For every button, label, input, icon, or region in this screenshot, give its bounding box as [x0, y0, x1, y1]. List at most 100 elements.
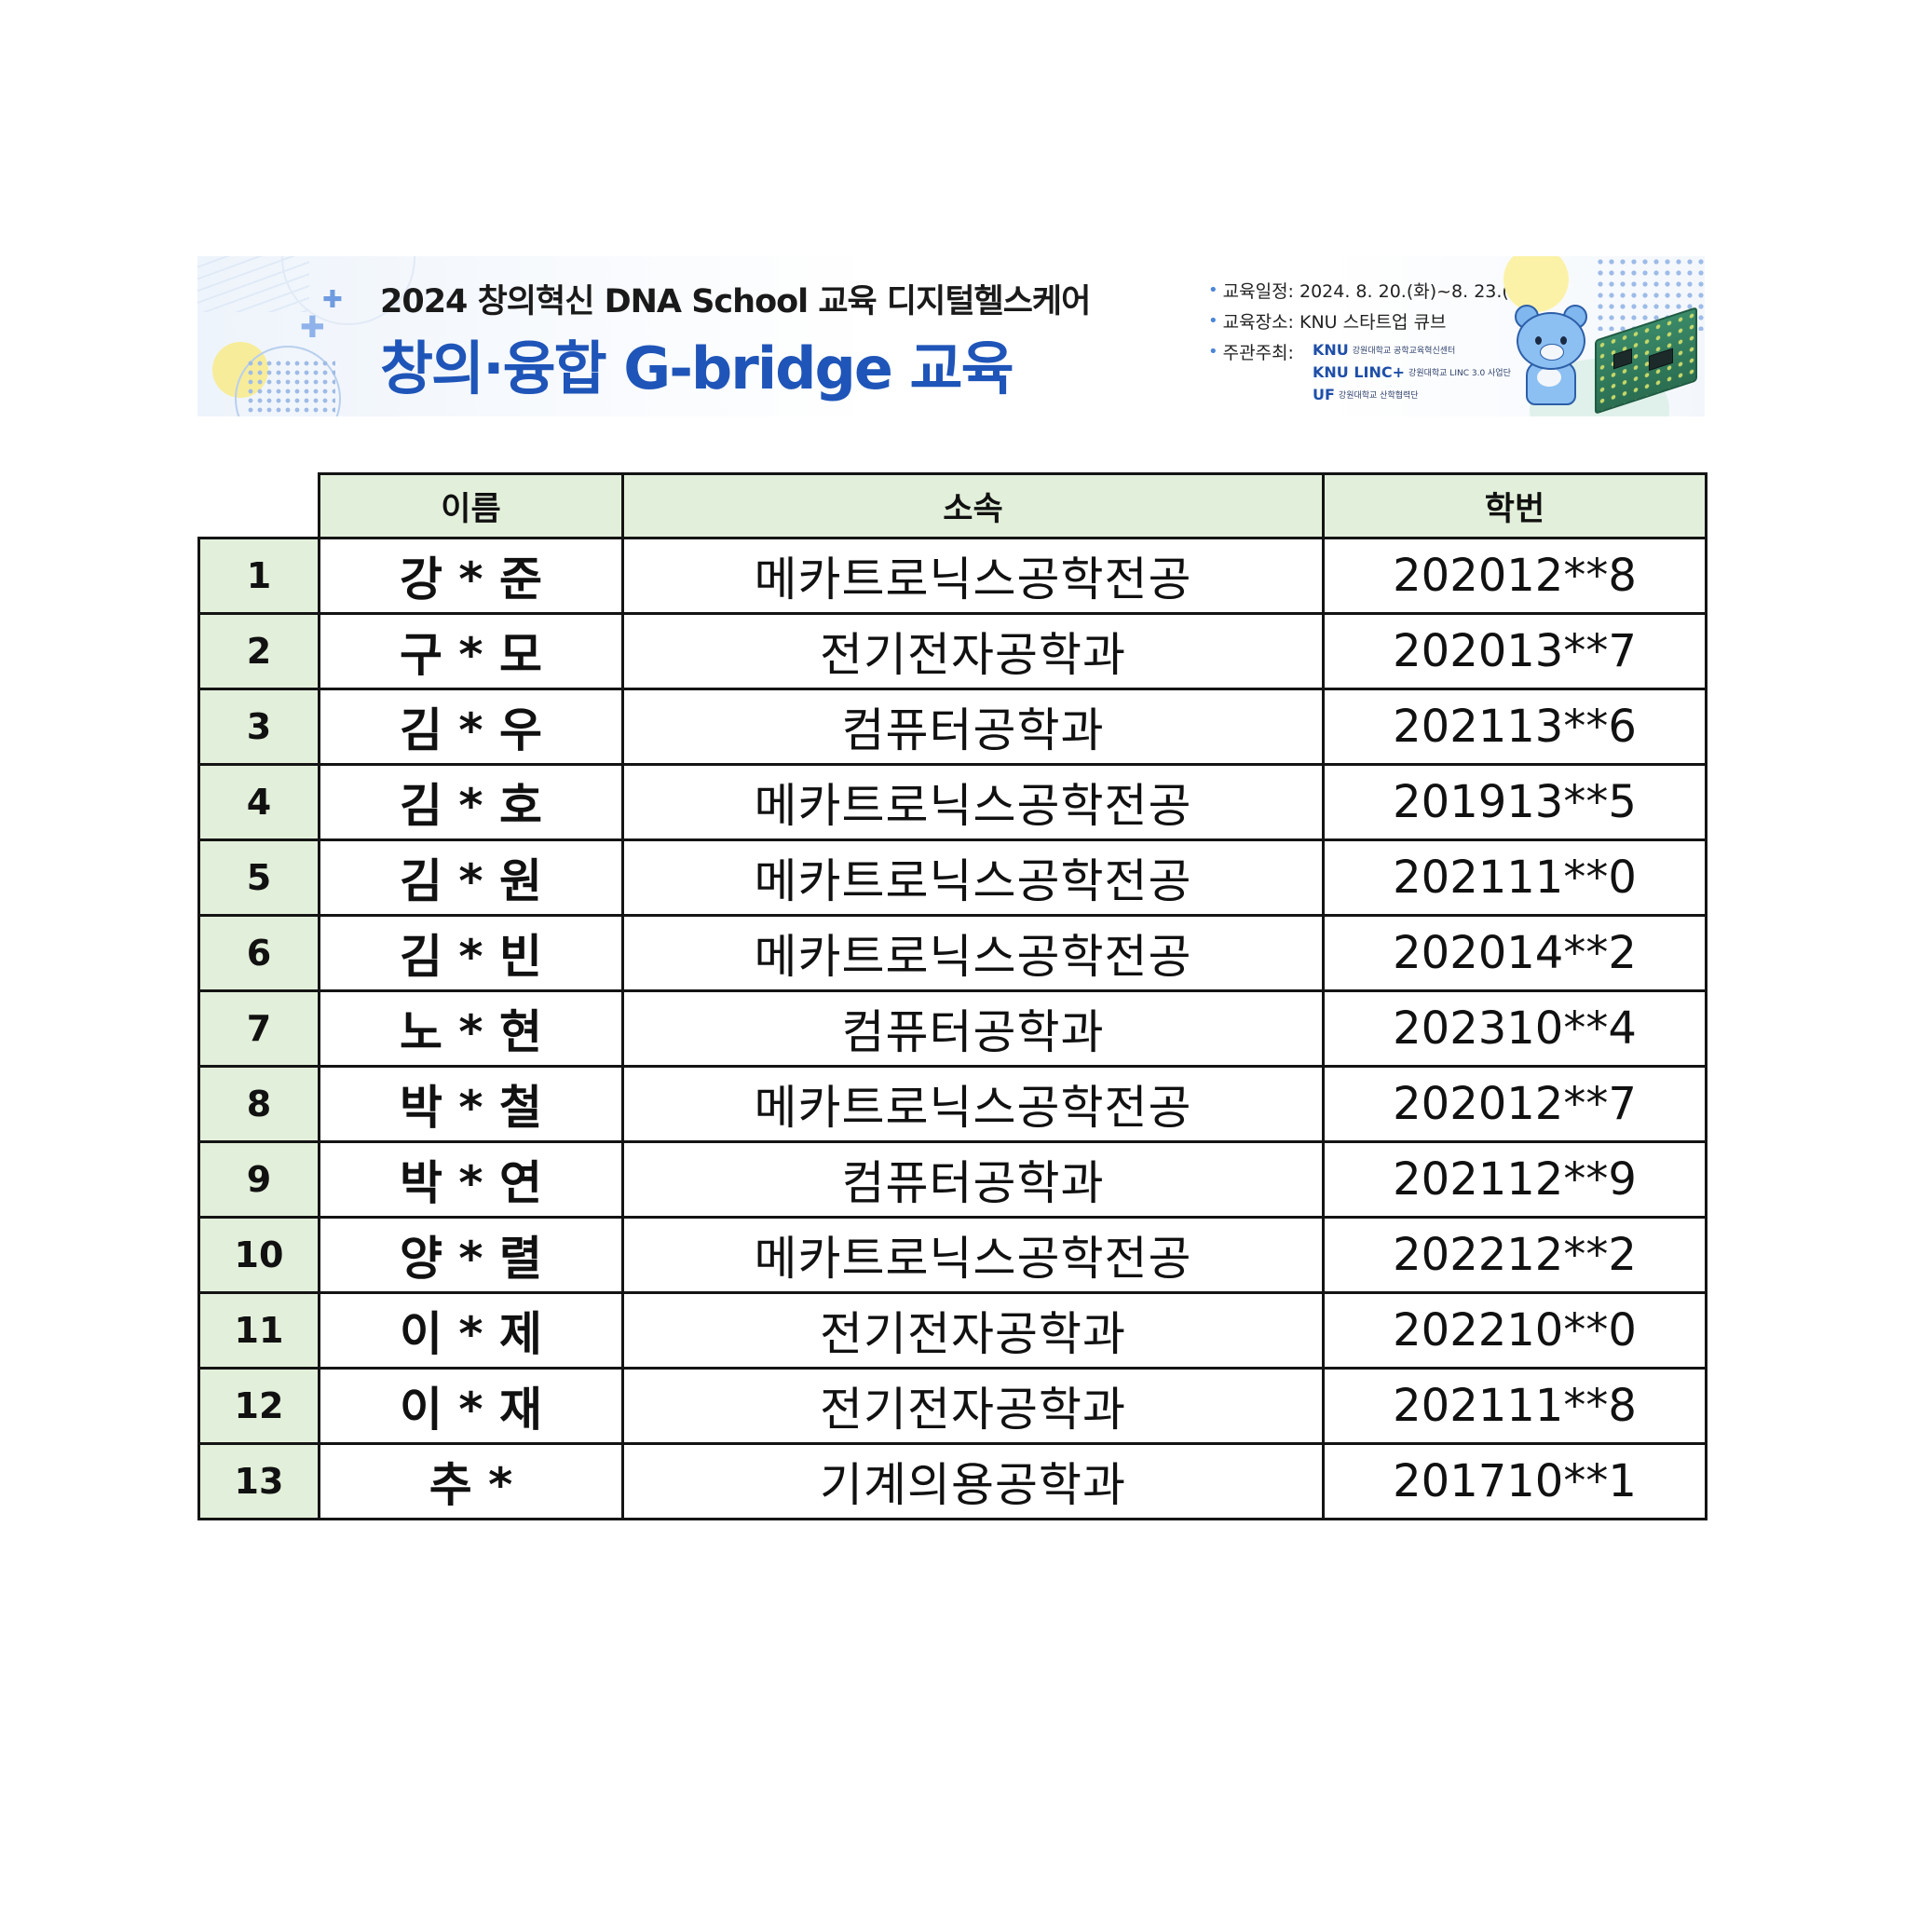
- info-value: 2024. 8. 20.(화)~8. 23.(금): [1299, 281, 1532, 302]
- header-blank-cell: [198, 473, 320, 539]
- row-number: 1: [197, 537, 320, 615]
- logo-mark: KNU: [1313, 340, 1349, 359]
- info-value: KNU 스타트업 큐브: [1299, 312, 1447, 333]
- participant-name: 노 * 현: [318, 989, 624, 1068]
- logo-text: 강원대학교 LINC 3.0 사업단: [1408, 368, 1511, 378]
- knu-engineering-logo: KNU 강원대학교 공학교육혁신센터: [1313, 338, 1511, 361]
- participant-affiliation: 메카트로닉스공학전공: [621, 1216, 1325, 1294]
- banner-subtitle: 2024 창의혁신 DNA School 교육 디지털헬스케어: [380, 283, 1091, 320]
- participant-name: 이 * 제: [318, 1291, 624, 1370]
- participant-student-id: 202012**8: [1322, 537, 1708, 615]
- event-banner: ✚ ✚ 2024 창의혁신 DNA School 교육 디지털헬스케어 창의·융…: [197, 256, 1705, 416]
- row-number: 6: [197, 914, 320, 992]
- participant-affiliation: 전기전자공학과: [621, 1291, 1325, 1370]
- info-label: 주관주최:: [1222, 343, 1294, 363]
- participant-affiliation: 메카트로닉스공학전공: [621, 838, 1325, 917]
- participant-affiliation: 메카트로닉스공학전공: [621, 1065, 1325, 1143]
- participant-student-id: 202014**2: [1322, 914, 1708, 992]
- table-row: 10 양 * 렬 메카트로닉스공학전공 202212**2: [197, 1216, 1708, 1294]
- row-number: 11: [197, 1291, 320, 1370]
- info-label: 교육장소:: [1222, 312, 1294, 333]
- participant-student-id: 202111**0: [1322, 838, 1708, 917]
- participant-name: 박 * 철: [318, 1065, 624, 1143]
- bear-snout: [1540, 344, 1564, 361]
- bullet-icon: •: [1208, 280, 1218, 300]
- bear-head: [1517, 312, 1585, 370]
- logo-text: 강원대학교 공학교육혁신센터: [1352, 346, 1456, 356]
- participant-name: 강 * 준: [318, 537, 624, 615]
- participant-name: 양 * 렬: [318, 1216, 624, 1294]
- participant-affiliation: 컴퓨터공학과: [621, 1140, 1325, 1219]
- row-number: 9: [197, 1140, 320, 1219]
- participant-name: 김 * 빈: [318, 914, 624, 992]
- chip-icon: [1649, 348, 1673, 372]
- participant-student-id: 201710**1: [1322, 1442, 1708, 1520]
- participant-affiliation: 컴퓨터공학과: [621, 688, 1325, 766]
- info-location: • 교육장소: KNU 스타트업 큐브: [1208, 306, 1532, 336]
- chip-icon: [1613, 348, 1632, 370]
- participant-affiliation: 기계의용공학과: [621, 1442, 1325, 1520]
- participant-name: 김 * 호: [318, 763, 624, 841]
- participant-student-id: 202013**7: [1322, 612, 1708, 690]
- logo-mark: UF: [1313, 385, 1335, 403]
- host-logos: KNU 강원대학교 공학교육혁신센터 KNU LINC+ 강원대학교 LINC …: [1313, 338, 1511, 405]
- dot-pattern: [246, 359, 335, 413]
- knu-industry-logo: UF 강원대학교 산학협력단: [1313, 383, 1511, 405]
- header-affiliation: 소속: [621, 472, 1325, 539]
- bear-mascot-icon: [1513, 305, 1587, 411]
- participant-affiliation: 전기전자공학과: [621, 612, 1325, 690]
- row-number: 13: [197, 1442, 320, 1520]
- participant-name: 구 * 모: [318, 612, 624, 690]
- table-header-row: 이름 소속 학번: [198, 472, 1708, 539]
- banner-title: 창의·융합 G-bridge 교육: [380, 334, 1014, 402]
- logo-text: 강원대학교 산학협력단: [1338, 390, 1419, 401]
- table-row: 11 이 * 제 전기전자공학과 202210**0: [197, 1291, 1708, 1370]
- participant-name: 김 * 원: [318, 838, 624, 917]
- bullet-icon: •: [1208, 342, 1218, 361]
- row-number: 7: [197, 989, 320, 1068]
- info-schedule: • 교육일정: 2024. 8. 20.(화)~8. 23.(금): [1208, 275, 1532, 306]
- knu-linc-logo: KNU LINC+ 강원대학교 LINC 3.0 사업단: [1313, 361, 1511, 383]
- row-number: 12: [197, 1367, 320, 1445]
- participant-name: 김 * 우: [318, 688, 624, 766]
- bear-eye: [1535, 336, 1542, 345]
- participant-affiliation: 메카트로닉스공학전공: [621, 537, 1325, 615]
- participant-name: 이 * 재: [318, 1367, 624, 1445]
- participant-name: 추 *: [318, 1442, 624, 1520]
- row-number: 3: [197, 688, 320, 766]
- participant-student-id: 202212**2: [1322, 1216, 1708, 1294]
- row-number: 8: [197, 1065, 320, 1143]
- participant-affiliation: 전기전자공학과: [621, 1367, 1325, 1445]
- participant-student-id: 202112**9: [1322, 1140, 1708, 1219]
- bear-eye: [1560, 336, 1567, 345]
- info-host: • 주관주최:: [1208, 336, 1532, 367]
- participant-affiliation: 메카트로닉스공학전공: [621, 914, 1325, 992]
- bullet-icon: •: [1208, 311, 1218, 331]
- row-number: 4: [197, 763, 320, 841]
- table-row: 12 이 * 재 전기전자공학과 202111**8: [197, 1367, 1708, 1445]
- header-name: 이름: [318, 472, 624, 539]
- participant-affiliation: 컴퓨터공학과: [621, 989, 1325, 1068]
- participant-affiliation: 메카트로닉스공학전공: [621, 763, 1325, 841]
- participant-student-id: 202012**7: [1322, 1065, 1708, 1143]
- participant-student-id: 202111**8: [1322, 1367, 1708, 1445]
- participant-student-id: 201913**5: [1322, 763, 1708, 841]
- plus-icon: ✚: [322, 286, 343, 314]
- row-number: 2: [197, 612, 320, 690]
- header-student-id: 학번: [1322, 472, 1708, 539]
- event-info: • 교육일정: 2024. 8. 20.(화)~8. 23.(금) • 교육장소…: [1208, 275, 1532, 367]
- participant-student-id: 202210**0: [1322, 1291, 1708, 1370]
- table-row: 13 추 * 기계의용공학과 201710**1: [197, 1442, 1708, 1520]
- info-label: 교육일정:: [1222, 281, 1294, 302]
